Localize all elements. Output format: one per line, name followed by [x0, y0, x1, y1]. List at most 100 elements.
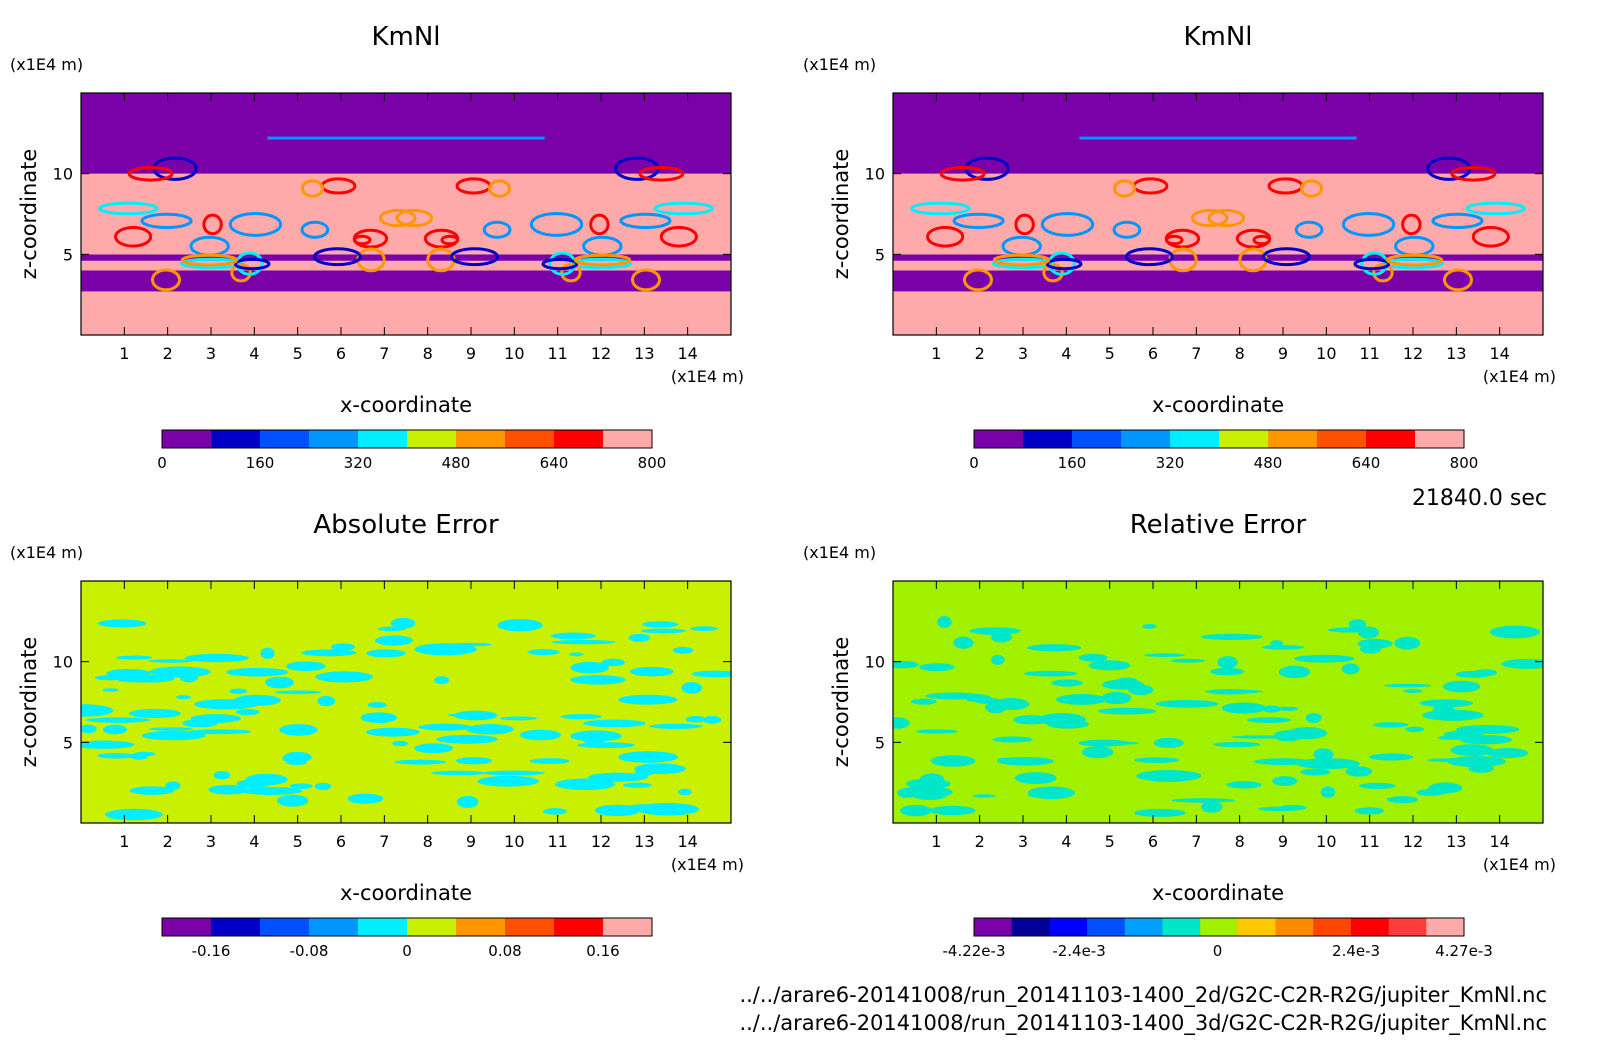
- error-patch: [1270, 640, 1284, 647]
- error-patch: [102, 724, 127, 735]
- heatmap-field: [81, 581, 731, 823]
- x-tick-label: 10: [504, 344, 524, 363]
- x-tick-label: 4: [1061, 832, 1071, 851]
- error-patch: [317, 696, 336, 707]
- error-patch: [659, 806, 698, 811]
- error-patch: [560, 714, 603, 720]
- error-patch: [1013, 715, 1050, 725]
- contour-streak: [1079, 136, 1357, 140]
- x-tick-label: 8: [423, 832, 433, 851]
- y-tick-label: 10: [865, 165, 885, 184]
- colorbar-swatch: [1268, 430, 1318, 448]
- error-patch: [289, 783, 313, 789]
- error-patch: [1320, 786, 1336, 798]
- colorbar-tick-label: 4.27e-3: [1435, 942, 1493, 960]
- colorbar-swatch: [1219, 430, 1269, 448]
- error-patch: [1405, 726, 1425, 733]
- contour-ring: [230, 262, 252, 283]
- x-tick-label: 13: [634, 832, 654, 851]
- error-patch: [1101, 691, 1132, 705]
- x-tick-label: 8: [423, 344, 433, 363]
- error-patch: [286, 661, 326, 671]
- error-patch: [972, 794, 996, 798]
- x-tick-label: 7: [1191, 832, 1201, 851]
- colorbar-swatch: [309, 430, 359, 448]
- colorbar-swatch: [974, 918, 1013, 936]
- file-path-3d: ../../arare6-20141008/run_20141103-1400_…: [739, 1011, 1547, 1036]
- colorbar-swatch: [260, 430, 310, 448]
- error-patch: [1450, 744, 1494, 757]
- error-patch: [1279, 804, 1307, 811]
- contour-ring: [202, 213, 223, 236]
- error-patch: [392, 740, 408, 747]
- x-tick-label: 6: [1148, 344, 1158, 363]
- error-patch: [1443, 680, 1481, 693]
- contour-ring: [992, 253, 1051, 267]
- error-patch: [1078, 653, 1108, 662]
- error-patch: [569, 652, 584, 657]
- error-patch: [588, 772, 648, 782]
- error-patch: [953, 636, 974, 649]
- x-tick-label: 5: [293, 832, 303, 851]
- error-patch: [550, 632, 596, 640]
- x-tick-label: 4: [249, 832, 259, 851]
- contour-streak: [267, 136, 545, 140]
- error-patch: [184, 653, 249, 663]
- error-patch: [919, 663, 955, 672]
- colorbar-swatch: [1162, 918, 1201, 936]
- error-patch: [1359, 782, 1396, 789]
- contour-ring: [541, 257, 579, 271]
- contour-ring: [548, 251, 577, 276]
- error-patch: [1345, 766, 1372, 777]
- error-patch: [1313, 748, 1334, 761]
- error-patch: [583, 735, 605, 745]
- x-tick-label: 8: [1235, 344, 1245, 363]
- error-patch: [245, 773, 288, 786]
- x-tick-label: 12: [591, 344, 611, 363]
- colorbar-swatch: [358, 430, 408, 448]
- error-patch: [1153, 737, 1184, 748]
- error-patch: [1144, 653, 1185, 657]
- error-patch: [672, 646, 694, 654]
- x-tick-label: 13: [634, 344, 654, 363]
- contour-ring: [488, 179, 511, 198]
- error-patch: [594, 804, 641, 817]
- contour-ring: [1207, 208, 1246, 228]
- contour-ring: [1045, 257, 1083, 271]
- x-tick-label: 12: [1403, 832, 1423, 851]
- x-tick-label: 7: [379, 832, 389, 851]
- contour-ring: [150, 268, 182, 292]
- error-patch: [1354, 807, 1384, 815]
- colorbar-swatch: [456, 918, 506, 936]
- x-unit-label: (x1E4 m): [671, 367, 744, 386]
- error-patch: [930, 755, 976, 767]
- error-patch: [969, 627, 1021, 635]
- error-patch: [277, 794, 309, 807]
- error-patch: [148, 727, 194, 731]
- error-patch: [551, 639, 616, 645]
- contour-ring: [1047, 251, 1076, 276]
- colorbar-frame: [161, 917, 653, 937]
- x-tick-label: 14: [677, 344, 697, 363]
- error-patch: [937, 616, 952, 628]
- colorbar-tick-label: -0.16: [192, 942, 231, 960]
- colorbar-tick-label: 0: [157, 454, 167, 472]
- error-patch: [102, 688, 119, 692]
- error-patch: [208, 784, 249, 795]
- error-patch: [1456, 724, 1520, 734]
- error-patch: [1427, 785, 1461, 792]
- error-patch: [628, 633, 651, 642]
- colorbar-tick-label: 0.08: [488, 942, 521, 960]
- contour-ring: [395, 208, 434, 228]
- error-patch: [691, 670, 731, 678]
- error-patch: [1134, 757, 1180, 763]
- error-patch: [436, 734, 498, 744]
- error-patch: [893, 660, 919, 669]
- error-patch: [1038, 713, 1086, 726]
- error-patch: [279, 724, 318, 736]
- error-patch: [456, 795, 479, 808]
- x-tick-label: 12: [591, 832, 611, 851]
- error-patch: [640, 628, 687, 634]
- x-tick-label: 6: [336, 344, 346, 363]
- error-patch: [1403, 689, 1423, 693]
